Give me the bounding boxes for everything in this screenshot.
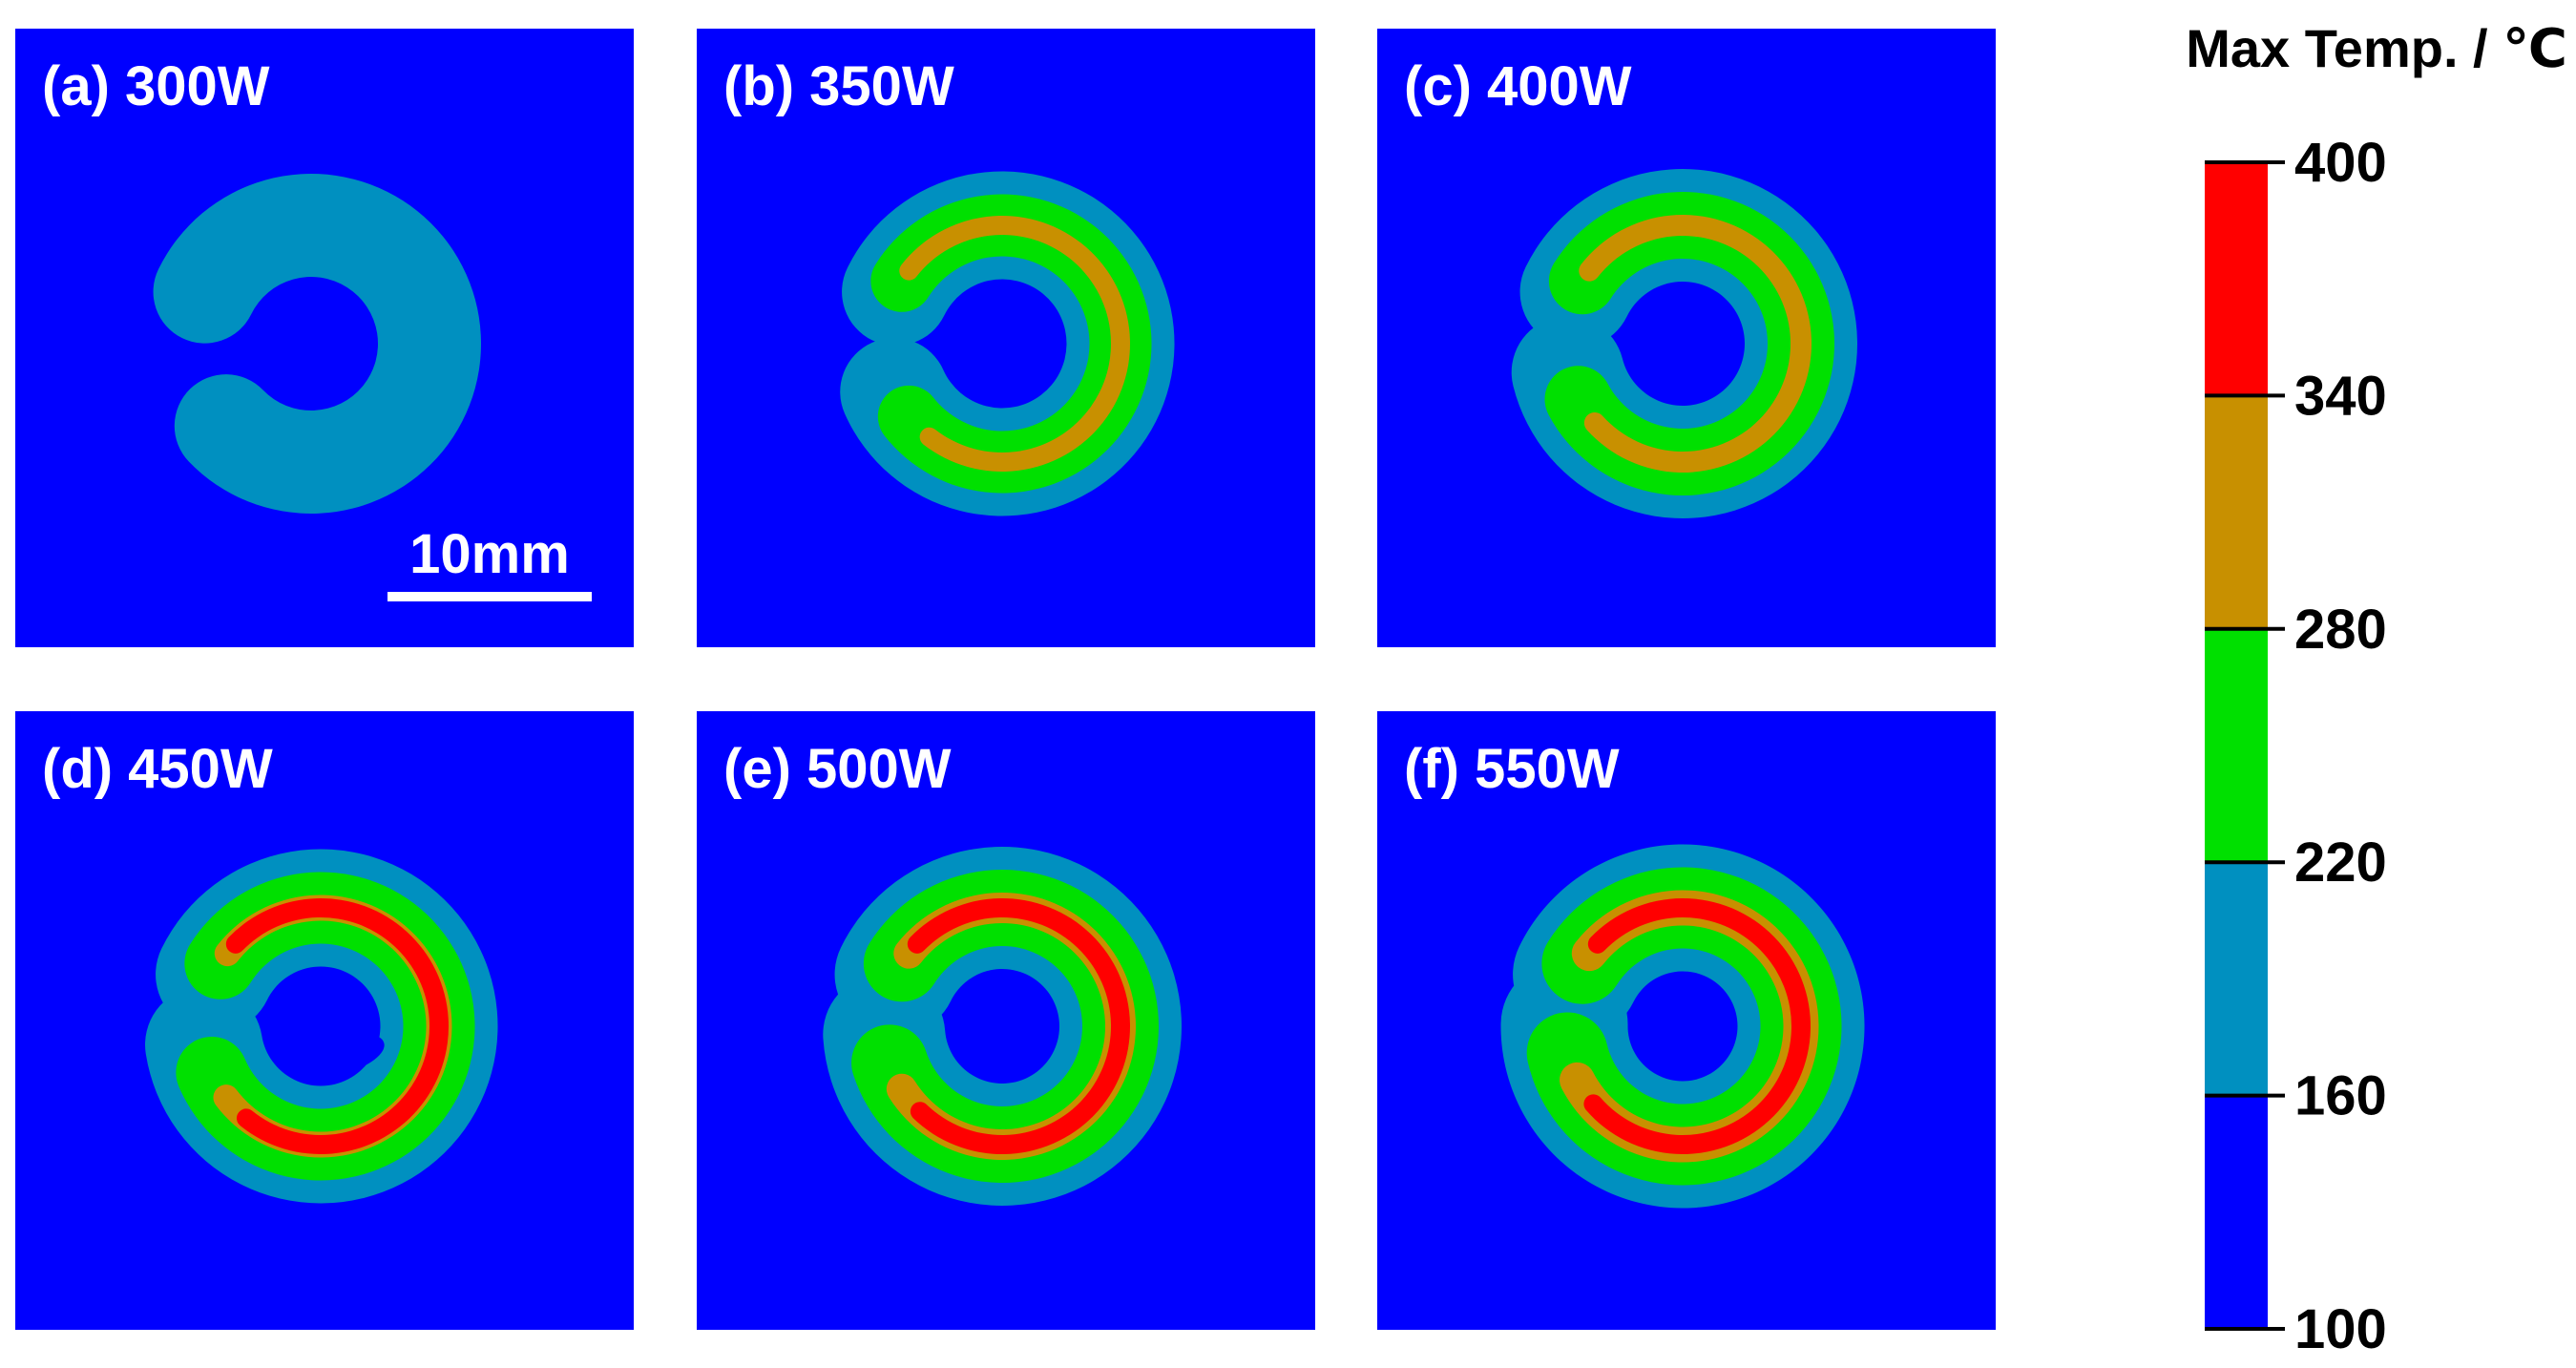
- colorbar-bands: [2205, 162, 2268, 1329]
- colorbar-tick-label: 280: [2294, 599, 2387, 661]
- panel-a: (a) 300W 10mm: [15, 29, 634, 647]
- panel-background: [1377, 29, 1996, 647]
- panel-label: (c) 400W: [1404, 55, 1632, 117]
- panel-f: (f) 550W: [1377, 711, 1996, 1330]
- colorbar-tick-label: 400: [2294, 132, 2387, 194]
- panel-background: [15, 711, 634, 1330]
- colorbar-band-280-340: [2205, 395, 2268, 628]
- colorbar-tick-label: 220: [2294, 831, 2387, 894]
- colorbar-tick-label: 160: [2294, 1065, 2387, 1127]
- colorbar-tick-label: 340: [2294, 365, 2387, 427]
- panel-label: (f) 550W: [1404, 738, 1620, 800]
- colorbar-band-160-220: [2205, 862, 2268, 1095]
- panel-e: (e) 500W: [697, 711, 1315, 1330]
- colorbar: Max Temp. / ℃ 400 340 280 220 160 100: [2186, 18, 2567, 1360]
- panel-label: (d) 450W: [42, 738, 273, 800]
- panel-background: [1377, 711, 1996, 1330]
- panel-background: [697, 29, 1315, 647]
- panels-group: (a) 300W 10mm (b) 350W (c) 400W (d) 450W (e) …: [15, 29, 1996, 1330]
- panel-d: (d) 450W: [15, 711, 634, 1330]
- colorbar-tick-label: 100: [2294, 1298, 2387, 1360]
- panel-label: (b) 350W: [723, 55, 954, 117]
- panel-c: (c) 400W: [1377, 29, 1996, 647]
- panel-b: (b) 350W: [697, 29, 1315, 647]
- panel-background: [697, 711, 1315, 1330]
- scale-bar: [387, 592, 592, 601]
- scale-bar-label: 10mm: [409, 523, 570, 585]
- panel-label: (e) 500W: [723, 738, 952, 800]
- colorbar-title: Max Temp. / ℃: [2186, 18, 2567, 78]
- panel-label: (a) 300W: [42, 55, 270, 117]
- colorbar-band-100-160: [2205, 1096, 2268, 1329]
- colorbar-band-220-280: [2205, 629, 2268, 862]
- colorbar-band-340-400: [2205, 162, 2268, 395]
